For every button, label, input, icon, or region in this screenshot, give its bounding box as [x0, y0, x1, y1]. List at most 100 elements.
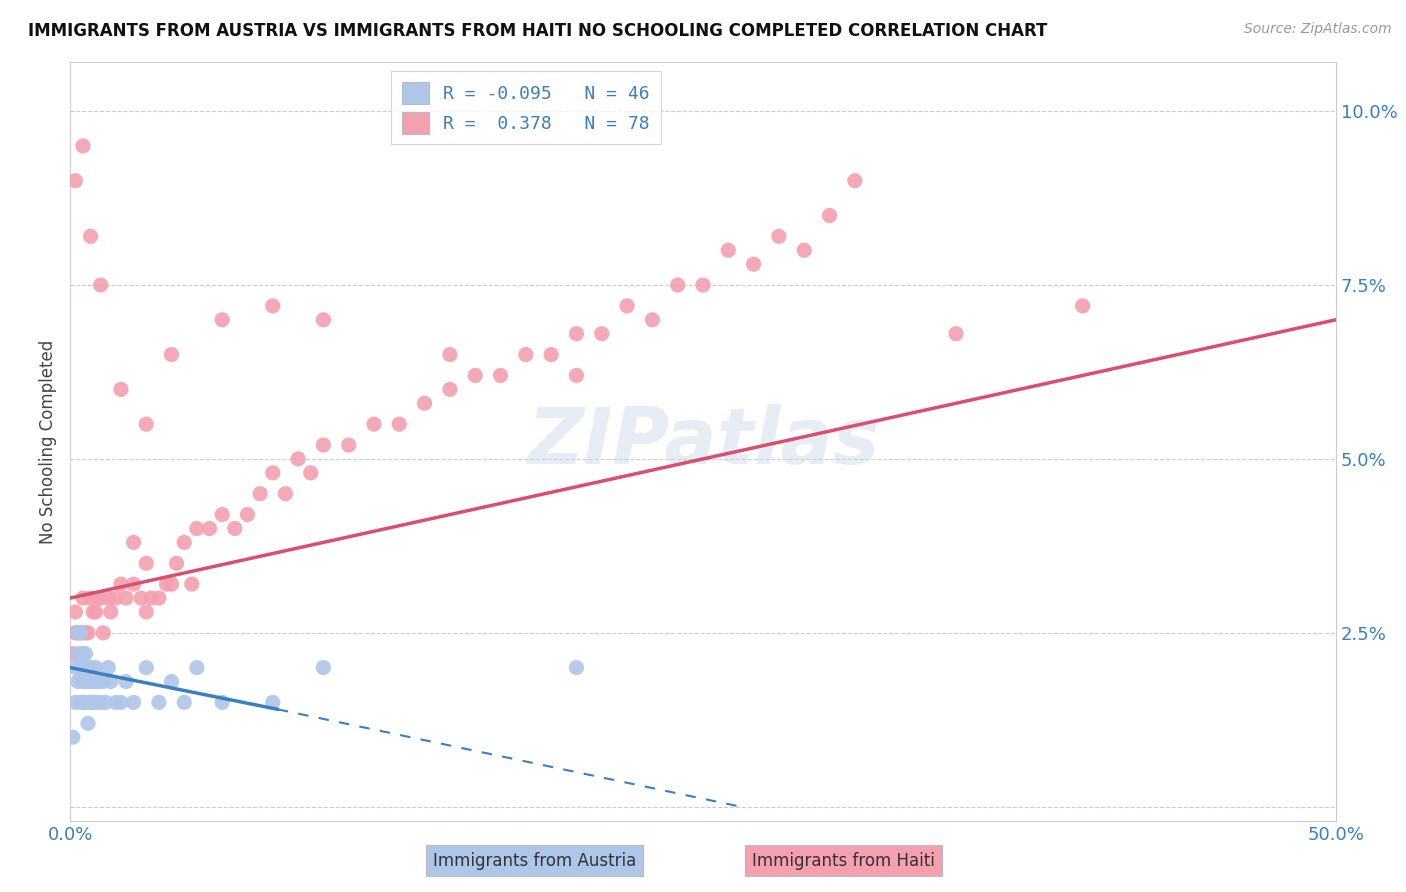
Point [77, 674, 100, 689]
Point [274, 486, 297, 500]
Point [77, 625, 100, 640]
Point [388, 417, 411, 432]
Point [75, 695, 97, 709]
Point [72, 660, 94, 674]
Point [262, 299, 284, 313]
Point [72, 695, 94, 709]
Point [363, 417, 385, 432]
Point [69, 625, 91, 640]
Point [79, 674, 101, 689]
Point [75, 674, 97, 689]
Point [65, 695, 87, 709]
Point [122, 535, 145, 549]
Point [135, 605, 157, 619]
Point [262, 695, 284, 709]
Point [249, 486, 271, 500]
Point [211, 508, 233, 522]
Point [129, 591, 152, 605]
Point [135, 660, 157, 674]
Point [87, 674, 110, 689]
Point [97, 660, 120, 674]
Point [262, 466, 284, 480]
Point [91, 625, 114, 640]
Point [768, 229, 790, 244]
Point [69, 625, 91, 640]
Point [104, 591, 127, 605]
Point [122, 695, 145, 709]
Point [160, 674, 183, 689]
Point [82, 674, 104, 689]
Point [793, 244, 815, 258]
Text: ZIPatlas: ZIPatlas [527, 403, 879, 480]
Point [1071, 299, 1094, 313]
Point [79, 229, 101, 244]
Point [591, 326, 613, 341]
Point [540, 348, 562, 362]
Point [79, 591, 101, 605]
Legend: R = -0.095   N = 46, R =  0.378   N = 78: R = -0.095 N = 46, R = 0.378 N = 78 [391, 71, 661, 145]
Point [122, 577, 145, 591]
Text: Source: ZipAtlas.com: Source: ZipAtlas.com [1244, 22, 1392, 37]
Point [160, 577, 183, 591]
Point [110, 577, 132, 591]
Point [148, 591, 170, 605]
Point [65, 625, 87, 640]
Point [666, 278, 689, 293]
Point [299, 466, 322, 480]
Point [66, 625, 89, 640]
Point [66, 674, 89, 689]
Point [945, 326, 967, 341]
Point [72, 674, 94, 689]
Point [72, 625, 94, 640]
Point [66, 647, 89, 661]
Point [186, 660, 208, 674]
Point [135, 556, 157, 570]
Point [155, 577, 177, 591]
Point [413, 396, 436, 410]
Point [75, 647, 97, 661]
Point [84, 660, 107, 674]
Point [110, 383, 132, 397]
Point [186, 521, 208, 535]
Point [100, 605, 122, 619]
Point [717, 244, 740, 258]
Point [312, 438, 335, 452]
Point [173, 535, 195, 549]
Point [464, 368, 486, 383]
Point [439, 383, 461, 397]
Point [72, 647, 94, 661]
Point [72, 139, 94, 153]
Text: IMMIGRANTS FROM AUSTRIA VS IMMIGRANTS FROM HAITI NO SCHOOLING COMPLETED CORRELAT: IMMIGRANTS FROM AUSTRIA VS IMMIGRANTS FR… [28, 22, 1047, 40]
Point [141, 591, 163, 605]
Point [515, 348, 537, 362]
Point [692, 278, 714, 293]
Point [75, 625, 97, 640]
Point [742, 257, 765, 271]
Text: Immigrants from Haiti: Immigrants from Haiti [752, 852, 935, 870]
Point [97, 591, 120, 605]
Point [82, 695, 104, 709]
Point [84, 605, 107, 619]
Point [616, 299, 638, 313]
Point [77, 660, 100, 674]
Point [641, 313, 664, 327]
Point [62, 730, 84, 744]
Point [337, 438, 360, 452]
Point [312, 660, 335, 674]
Point [65, 174, 87, 188]
Point [69, 695, 91, 709]
Point [77, 716, 100, 731]
Point [90, 591, 112, 605]
Point [844, 174, 866, 188]
Point [439, 348, 461, 362]
Point [135, 417, 157, 432]
Point [236, 508, 259, 522]
Point [100, 674, 122, 689]
Point [312, 313, 335, 327]
Point [104, 695, 127, 709]
Point [173, 695, 195, 709]
Point [94, 695, 117, 709]
Point [818, 209, 841, 223]
Point [87, 591, 110, 605]
Point [69, 660, 91, 674]
